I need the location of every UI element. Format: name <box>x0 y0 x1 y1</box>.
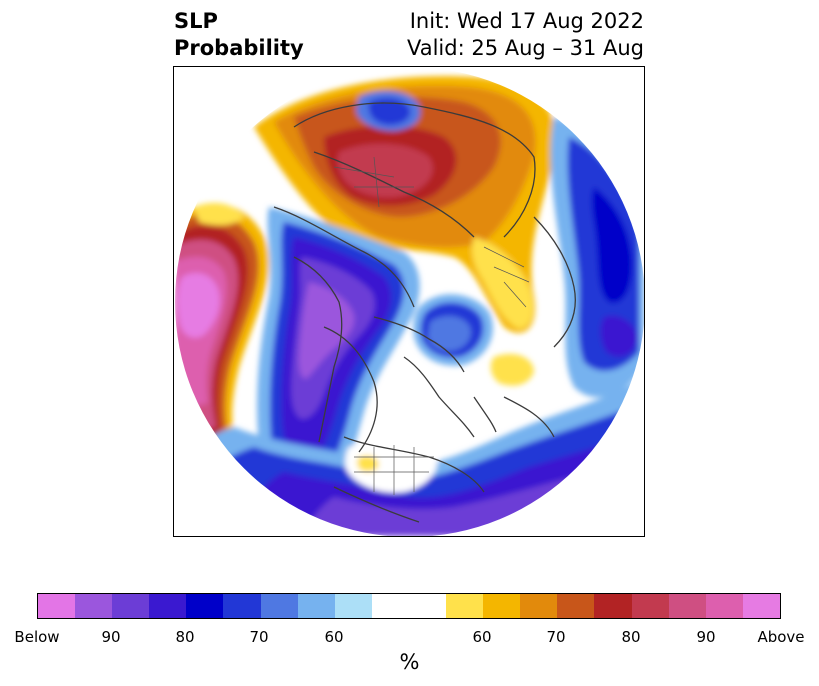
colorbar-tick-label: Above <box>757 628 805 646</box>
colorbar-cell <box>668 594 706 618</box>
colorbar-tick-label: Below <box>14 628 60 646</box>
colorbar-cell <box>75 594 113 618</box>
coastlines <box>273 102 576 523</box>
colorbar-cell <box>38 594 76 618</box>
colorbar-tick-label: 90 <box>696 628 716 646</box>
colorbar-cell <box>297 594 335 618</box>
colorbar-tick-label: 80 <box>621 628 641 646</box>
colorbar-cell <box>408 594 447 618</box>
title-metric: Probability <box>174 36 304 60</box>
colorbar-tick-label: 90 <box>101 628 121 646</box>
borders <box>333 156 530 495</box>
colorbar-cell <box>557 594 595 618</box>
colorbar-tick-label: 60 <box>472 628 492 646</box>
colorbar-tick-label: 70 <box>249 628 269 646</box>
title-variable: SLP <box>174 9 218 33</box>
colorbar-cell <box>112 594 150 618</box>
colorbar <box>37 593 781 619</box>
colorbar-cell <box>334 594 372 618</box>
colorbar-tick-label: 60 <box>324 628 344 646</box>
colorbar-cell <box>371 594 409 618</box>
colorbar-unit: % <box>399 650 420 674</box>
colorbar-cell <box>594 594 632 618</box>
colorbar-cell <box>705 594 743 618</box>
chart-title-left: SLP Probability <box>174 8 304 62</box>
probability-field <box>175 67 644 536</box>
colorbar-cell <box>223 594 261 618</box>
colorbar-cell <box>631 594 669 618</box>
colorbar-cell <box>520 594 558 618</box>
map-frame <box>173 66 645 537</box>
colorbar-cell <box>260 594 298 618</box>
valid-range: Valid: 25 Aug – 31 Aug <box>406 36 644 60</box>
chart-title-right: Init: Wed 17 Aug 2022 Valid: 25 Aug – 31… <box>407 8 644 62</box>
colorbar-tick-label: 70 <box>546 628 566 646</box>
init-date: Init: Wed 17 Aug 2022 <box>409 9 644 33</box>
colorbar-tick-label: 80 <box>175 628 195 646</box>
polar-map <box>175 67 644 536</box>
colorbar-cell <box>483 594 521 618</box>
colorbar-cell <box>446 594 484 618</box>
colorbar-cell <box>742 594 780 618</box>
colorbar-cell <box>186 594 224 618</box>
colorbar-cell <box>149 594 187 618</box>
colorbar-tick-labels: Below 90 80 70 60 60 70 80 90 Above <box>0 628 819 646</box>
